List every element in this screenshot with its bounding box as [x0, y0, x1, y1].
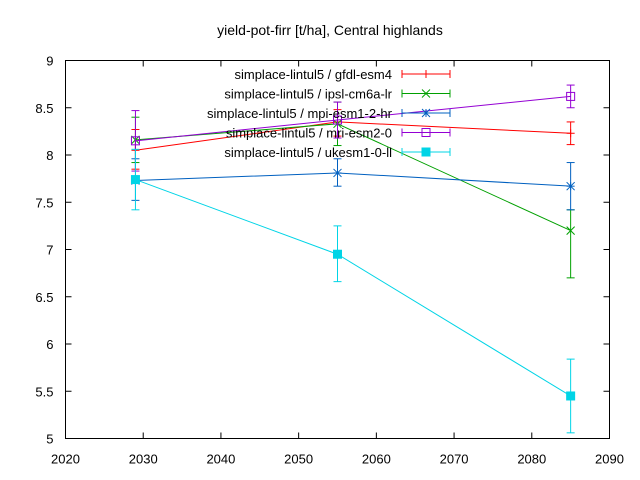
x-tick-label: 2030: [129, 452, 158, 467]
legend-marker: [422, 70, 430, 78]
legend-marker-d2: [421, 89, 431, 98]
x-tick-label: 2060: [362, 452, 391, 467]
x-tick-label: 2050: [284, 452, 313, 467]
data-point: [130, 175, 140, 185]
legend-marker: [421, 89, 431, 98]
data-point-d2: [566, 226, 575, 235]
legend-label: simplace-lintul5 / mri-esm2-0: [226, 126, 392, 141]
legend-label: simplace-lintul5 / gfdl-esm4: [234, 67, 392, 82]
series-line: [135, 179, 571, 397]
legend-entry-2: simplace-lintul5 / ipsl-cm6a-lr: [224, 87, 451, 102]
x-tick-label: 2020: [51, 452, 80, 467]
x-tick-label: 2070: [440, 452, 469, 467]
legend-marker: [421, 108, 431, 118]
data-point: [566, 91, 576, 101]
series-line: [135, 172, 571, 187]
data-point: [333, 249, 342, 259]
data-point: [566, 181, 575, 191]
legend-entry-5: simplace-lintul5 / ukesm1-0-ll: [224, 145, 451, 160]
legend-label: simplace-lintul5 / mpi-esm1-2-hr: [207, 106, 393, 121]
legend-entry-1: simplace-lintul5 / gfdl-esm4: [234, 67, 451, 82]
x-tick-label: 2040: [206, 452, 235, 467]
y-tick-label: 7.5: [35, 195, 53, 210]
x-tick-label: 2090: [595, 452, 624, 467]
data-point-d2: [333, 168, 342, 178]
y-tick-label: 8.5: [35, 101, 53, 116]
data-point: [333, 115, 342, 125]
data-point: [333, 168, 342, 178]
axes: 2020 2030 2040 2050 2060 2070 2080 2090 5 5.5 6 6.5…: [35, 54, 624, 467]
x-tick-label: 2080: [517, 452, 546, 467]
data-point: [566, 391, 576, 401]
error-bar: [333, 101, 342, 139]
chart-title: yield-pot-firr [t/ha], Central highlands: [217, 22, 443, 38]
data-point: [566, 129, 575, 138]
data-point: [566, 226, 575, 235]
series-5: [130, 148, 576, 434]
y-tick-label: 6.5: [35, 290, 53, 305]
legend-entry-4: simplace-lintul5 / mri-esm2-0: [226, 126, 451, 141]
y-tick-label: 8: [46, 148, 53, 163]
error-bar: [566, 209, 575, 279]
y-tick-label: 6: [46, 337, 53, 352]
legend-marker: [421, 147, 431, 157]
data-point-d2: [566, 181, 575, 191]
legend-marker: [421, 128, 431, 137]
legend-marker-d2: [421, 108, 431, 118]
y-tick-label: 7: [46, 243, 53, 258]
legend-label: simplace-lintul5 / ipsl-cm6a-lr: [224, 87, 392, 102]
data-point: [130, 136, 140, 146]
y-tick-label: 5: [46, 432, 53, 447]
y-tick-label: 5.5: [35, 384, 53, 399]
legend-label: simplace-lintul5 / ukesm1-0-ll: [224, 145, 392, 160]
legend-entry-3: simplace-lintul5 / mpi-esm1-2-hr: [207, 106, 451, 121]
legend: simplace-lintul5 / gfdl-esm4 simplace-lin…: [207, 67, 451, 160]
error-bar: [566, 84, 575, 109]
y-tick-label: 9: [46, 54, 53, 69]
series-layer: [130, 84, 576, 434]
